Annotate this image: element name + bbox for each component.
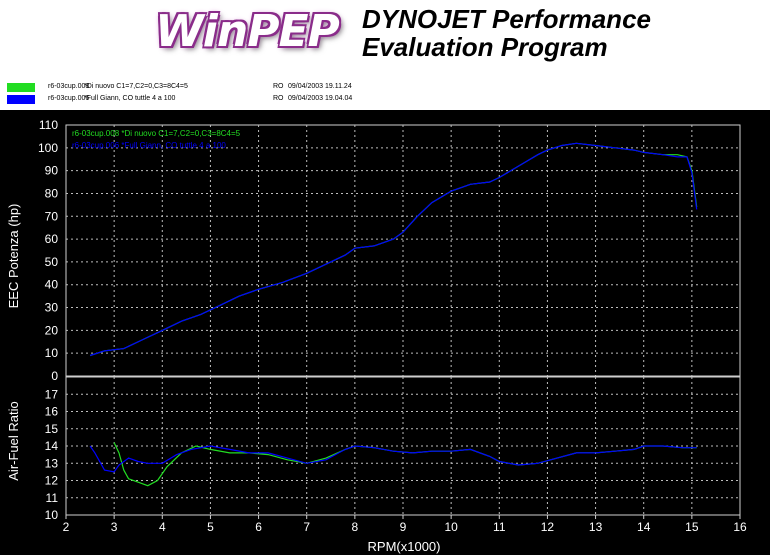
logo-text: WinPEP: [155, 6, 340, 57]
afr-tick-label: 13: [45, 456, 59, 470]
program-title-line2: Evaluation Program: [362, 32, 608, 62]
x-tick-label: 4: [159, 520, 166, 534]
power-tick-label: 20: [45, 323, 59, 337]
power-axis-label: EEC Potenza (hp): [6, 204, 21, 309]
legend-entry-1: r6-03cup.008 *Di nuovo C1=7,C2=0,C3=8C4=…: [72, 129, 241, 138]
run-description: *Di nuovo C1=7,C2=0,C3=8C4=5: [84, 83, 188, 90]
x-tick-label: 6: [255, 520, 262, 534]
run-file: r6-03cup.006: [48, 95, 90, 102]
x-tick-label: 5: [207, 520, 214, 534]
power-series-1: [89, 142, 698, 357]
legend-entry-2: r6-03cup.006 *Full Giann, CO tuttle 4 a …: [72, 141, 226, 150]
x-tick-label: 9: [400, 520, 407, 534]
afr-tick-label: 14: [45, 439, 59, 453]
power-tick-label: 100: [38, 141, 58, 155]
x-tick-label: 13: [589, 520, 603, 534]
x-tick-label: 15: [685, 520, 699, 534]
x-tick-label: 11: [493, 520, 506, 534]
run-description: *Full Giann, CO tuttle 4 a 100: [84, 95, 176, 102]
afr-series-2: [89, 445, 697, 473]
power-tick-label: 90: [45, 164, 59, 178]
run-file: r6-03cup.008: [48, 83, 90, 90]
power-tick-label: 110: [39, 118, 58, 132]
run-operator: RO: [273, 83, 284, 90]
x-tick-label: 12: [541, 520, 555, 534]
power-series-2: [89, 142, 698, 357]
run-datetime: 09/04/2003 19.11.24: [288, 83, 352, 90]
run-color-swatch: [7, 83, 35, 92]
power-tick-label: 60: [45, 232, 59, 246]
power-tick-label: 10: [45, 346, 59, 360]
power-tick-label: 0: [51, 369, 58, 383]
x-tick-label: 16: [733, 520, 747, 534]
x-tick-label: 7: [303, 520, 310, 534]
grid-lines: [65, 125, 741, 519]
x-tick-label: 2: [63, 520, 70, 534]
afr-tick-label: 15: [45, 422, 59, 436]
run-color-swatch: [7, 95, 35, 104]
series-lines: [89, 142, 698, 487]
rpm-axis-label: RPM(x1000): [368, 539, 441, 554]
winpep-logo: WinPEP: [143, 6, 351, 58]
run-datetime: 09/04/2003 19.04.04: [288, 95, 353, 102]
afr-tick-label: 11: [46, 491, 59, 505]
x-tick-label: 10: [444, 520, 458, 534]
afr-tick-label: 17: [45, 387, 59, 401]
afr-tick-label: 16: [45, 405, 59, 419]
x-tick-label: 8: [352, 520, 359, 534]
power-tick-label: 30: [45, 301, 59, 315]
power-tick-label: 50: [45, 255, 59, 269]
x-tick-label: 14: [637, 520, 651, 534]
power-tick-label: 80: [45, 186, 59, 200]
afr-series-1: [113, 442, 697, 487]
run-operator: RO: [273, 95, 284, 102]
program-title-line1: DYNOJET Performance: [362, 4, 651, 34]
power-tick-label: 70: [45, 209, 59, 223]
power-tick-label: 40: [45, 278, 59, 292]
afr-axis-label: Air-Fuel Ratio: [6, 401, 21, 480]
tick-labels: 2 3 4 5 6 7 8 9 10 11 12 13 14 15 16 0 10 20 30 40 50 60 70 80 9…: [38, 118, 747, 534]
afr-tick-label: 10: [45, 508, 59, 522]
app-header: WinPEP DYNOJET Performance Evaluation Pr…: [0, 0, 770, 78]
x-tick-label: 3: [111, 520, 118, 534]
afr-tick-label: 12: [45, 474, 59, 488]
